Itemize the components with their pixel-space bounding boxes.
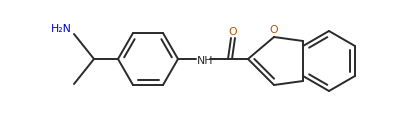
Text: O: O xyxy=(270,25,278,35)
Text: O: O xyxy=(229,27,237,37)
Text: H₂N: H₂N xyxy=(51,24,72,34)
Text: NH: NH xyxy=(197,56,214,65)
